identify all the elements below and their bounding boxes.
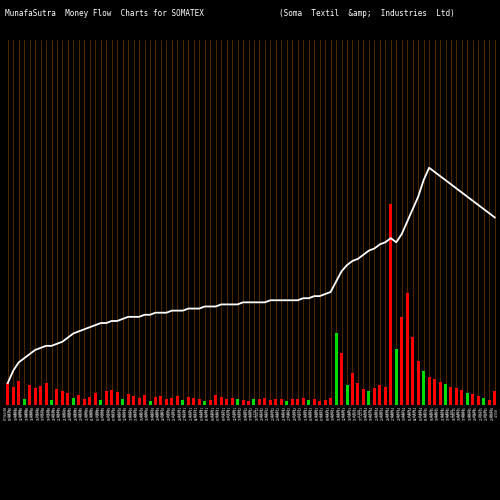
Bar xyxy=(83,399,86,405)
Bar xyxy=(56,389,58,405)
Bar xyxy=(466,393,469,405)
Bar xyxy=(252,400,256,405)
Bar xyxy=(12,387,14,405)
Bar xyxy=(422,371,425,405)
Bar xyxy=(126,394,130,405)
Bar xyxy=(494,391,496,405)
Bar xyxy=(208,400,212,405)
Bar xyxy=(17,381,20,405)
Text: (Soma  Textil  &amp;  Industries  Ltd): (Soma Textil &amp; Industries Ltd) xyxy=(278,9,454,18)
Bar xyxy=(88,397,92,405)
Bar xyxy=(39,386,42,405)
Bar xyxy=(198,400,201,405)
Bar xyxy=(247,401,250,405)
Bar xyxy=(214,395,217,405)
Bar xyxy=(296,398,300,405)
Bar xyxy=(472,394,474,405)
Bar xyxy=(264,398,266,405)
Bar xyxy=(170,398,173,405)
Bar xyxy=(351,373,354,405)
Bar xyxy=(116,392,118,405)
Bar xyxy=(406,292,408,405)
Bar xyxy=(225,398,228,405)
Bar xyxy=(488,400,491,405)
Bar xyxy=(416,361,420,405)
Bar xyxy=(307,400,310,405)
Bar xyxy=(395,349,398,405)
Bar xyxy=(477,396,480,405)
Bar xyxy=(148,401,152,405)
Bar xyxy=(378,385,382,405)
Bar xyxy=(154,397,157,405)
Bar xyxy=(22,399,26,405)
Bar xyxy=(110,390,113,405)
Bar xyxy=(312,400,316,405)
Bar xyxy=(318,401,321,405)
Bar xyxy=(203,401,206,405)
Bar xyxy=(50,400,53,405)
Bar xyxy=(165,399,168,405)
Bar xyxy=(368,391,370,405)
Bar xyxy=(94,393,97,405)
Bar xyxy=(72,398,75,405)
Bar xyxy=(143,395,146,405)
Text: MunafaSutra  Money Flow  Charts for SOMATEX: MunafaSutra Money Flow Charts for SOMATE… xyxy=(5,9,204,18)
Bar xyxy=(138,398,140,405)
Bar xyxy=(334,332,338,405)
Bar xyxy=(100,400,102,405)
Bar xyxy=(340,353,343,405)
Bar xyxy=(104,391,108,405)
Bar xyxy=(373,388,376,405)
Bar xyxy=(28,385,31,405)
Bar xyxy=(329,398,332,405)
Bar xyxy=(411,336,414,405)
Bar xyxy=(258,398,261,405)
Bar xyxy=(182,400,184,405)
Bar xyxy=(346,385,348,405)
Bar xyxy=(220,397,222,405)
Bar xyxy=(324,400,326,405)
Bar xyxy=(6,383,9,405)
Bar xyxy=(433,379,436,405)
Bar xyxy=(438,382,442,405)
Bar xyxy=(280,400,283,405)
Bar xyxy=(455,388,458,405)
Bar xyxy=(444,384,447,405)
Bar xyxy=(302,398,304,405)
Bar xyxy=(384,387,387,405)
Bar xyxy=(274,398,278,405)
Bar xyxy=(236,400,239,405)
Bar xyxy=(400,316,403,405)
Bar xyxy=(482,398,486,405)
Bar xyxy=(356,383,360,405)
Bar xyxy=(286,401,288,405)
Bar xyxy=(362,389,365,405)
Bar xyxy=(78,395,80,405)
Bar xyxy=(428,377,430,405)
Bar xyxy=(160,396,162,405)
Bar xyxy=(450,387,452,405)
Bar xyxy=(460,390,464,405)
Bar xyxy=(121,400,124,405)
Bar xyxy=(187,397,190,405)
Bar xyxy=(291,400,294,405)
Bar xyxy=(34,388,36,405)
Bar xyxy=(192,398,196,405)
Bar xyxy=(390,204,392,405)
Bar xyxy=(242,400,244,405)
Bar xyxy=(230,398,234,405)
Bar xyxy=(176,396,179,405)
Bar xyxy=(44,383,48,405)
Bar xyxy=(132,396,135,405)
Bar xyxy=(61,391,64,405)
Bar xyxy=(269,400,272,405)
Bar xyxy=(66,393,70,405)
